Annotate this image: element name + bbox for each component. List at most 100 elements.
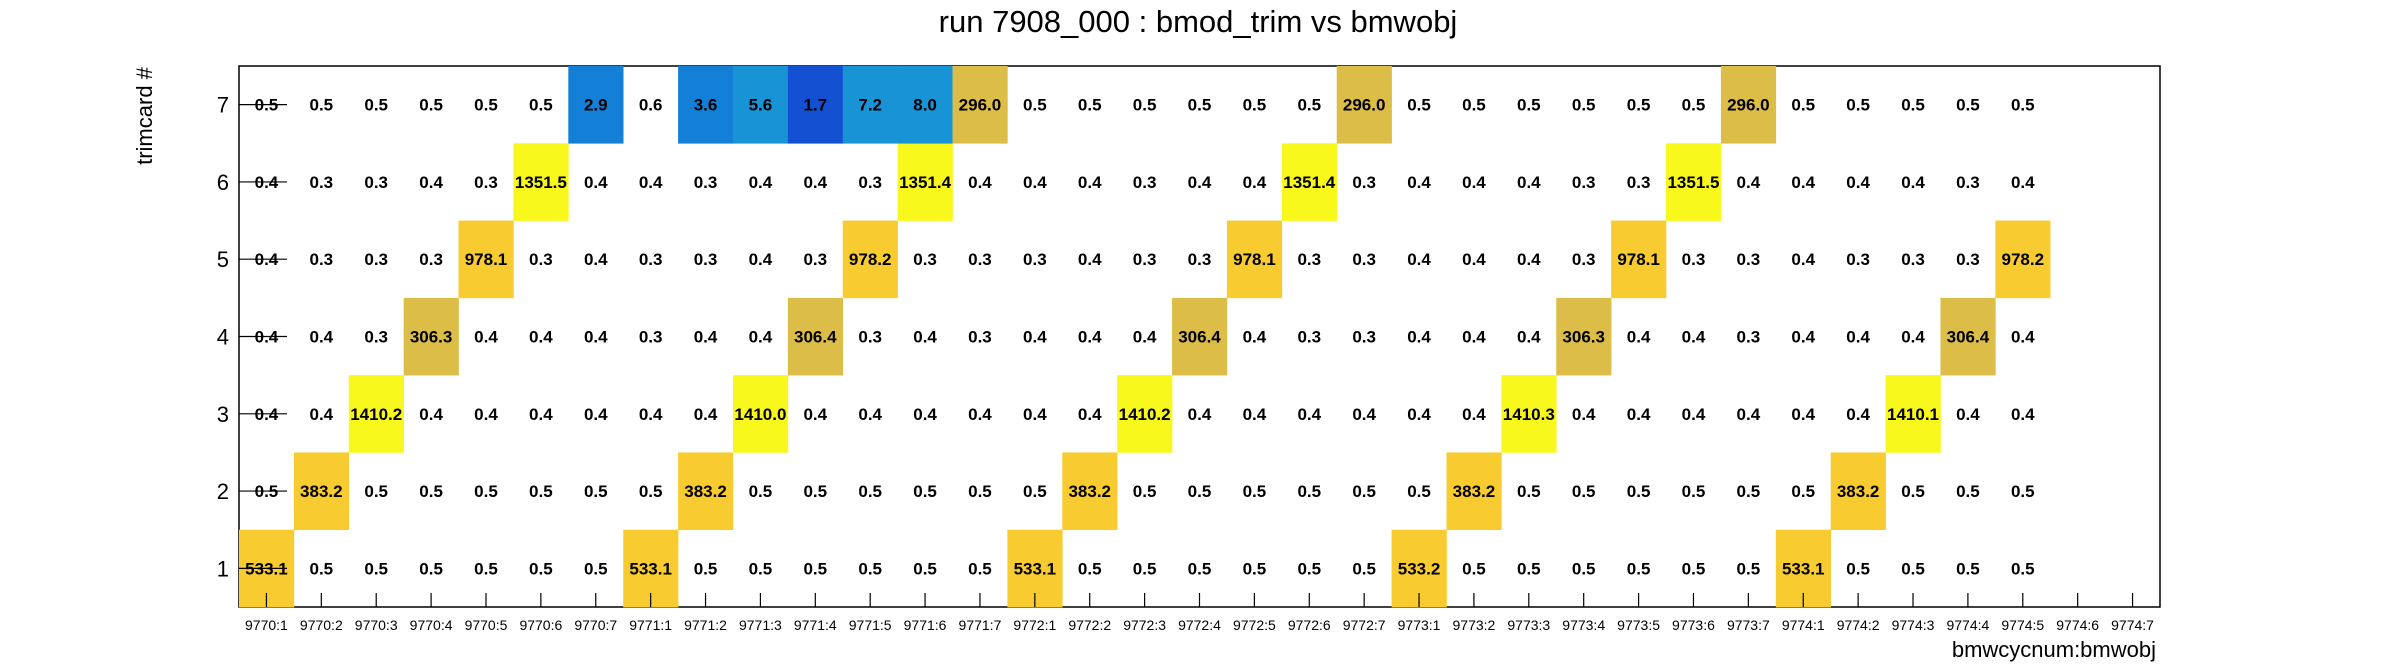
heatmap-cell (1666, 143, 1722, 221)
cell-value-label: 0.3 (1956, 250, 1980, 269)
cell-value-label: 306.4 (1947, 328, 1990, 347)
chart-title: run 7908_000 : bmod_trim vs bmwobj (939, 4, 1458, 39)
heatmap-cell (1501, 375, 1557, 453)
x-tick-label: 9774:4 (1946, 617, 1989, 633)
cell-value-label: 0.5 (1188, 96, 1212, 115)
cell-value-label: 0.5 (968, 559, 992, 578)
cell-value-label: 0.4 (694, 328, 718, 347)
cell-value-label: 0.4 (1791, 405, 1815, 424)
cell-value-label: 0.5 (1846, 559, 1870, 578)
cell-value-label: 0.3 (694, 173, 718, 192)
cell-value-label: 0.5 (1407, 96, 1431, 115)
x-axis-ticks: 9770:1 9770:2 9770:3 9770:4 9770:5 9770:6 9770… (245, 593, 2154, 633)
heatmap-cell (1720, 66, 1777, 144)
cell-value-label: 0.4 (310, 328, 334, 347)
cell-value-label: 0.5 (749, 482, 773, 501)
x-tick-label: 9772:3 (1123, 617, 1166, 633)
cell-value-label: 0.4 (968, 173, 992, 192)
heatmap-cell (1830, 452, 1886, 531)
cell-value-label: 0.4 (1901, 173, 1925, 192)
cell-value-label: 0.5 (1243, 559, 1267, 578)
x-tick-label: 9774:6 (2056, 617, 2099, 633)
heatmap-cell (1995, 220, 2051, 299)
cell-value-label: 0.4 (1462, 250, 1486, 269)
cell-value-label: 0.5 (1956, 482, 1980, 501)
heatmap-cell (1336, 66, 1392, 144)
x-tick-label: 9771:4 (794, 617, 837, 633)
x-tick-label: 9773:7 (1727, 617, 1770, 633)
heatmap-cell (1226, 220, 1283, 299)
heatmap-cell (1172, 297, 1228, 376)
cell-value-label: 0.4 (1078, 173, 1102, 192)
y-tick-label: 4 (217, 325, 229, 350)
cell-value-label: 0.5 (1407, 482, 1431, 501)
x-tick-label: 9772:5 (1233, 617, 1276, 633)
heatmap-cell (1117, 375, 1173, 453)
cell-value-label: 0.3 (419, 250, 443, 269)
cell-value-label: 0.5 (1572, 96, 1596, 115)
cell-value-label: 1351.4 (899, 173, 952, 192)
cell-value-label: 533.1 (1014, 559, 1057, 578)
cell-value-label: 0.5 (1462, 96, 1486, 115)
cell-value-label: 0.4 (694, 405, 718, 424)
cell-value-label: 0.5 (419, 482, 443, 501)
cell-value-label: 0.4 (474, 328, 498, 347)
cell-value-label: 978.1 (1617, 250, 1660, 269)
x-tick-label: 9772:7 (1343, 617, 1386, 633)
cell-value-label: 0.5 (474, 96, 498, 115)
cell-value-label: 0.3 (1572, 250, 1596, 269)
cell-value-label: 0.4 (1407, 328, 1431, 347)
cell-value-label: 0.4 (749, 328, 773, 347)
cell-value-label: 1410.1 (1887, 405, 1939, 424)
cell-value-label: 0.4 (419, 173, 443, 192)
cell-value-label: 0.5 (1737, 559, 1761, 578)
cell-value-label: 0.3 (310, 173, 334, 192)
cell-value-label: 306.4 (794, 328, 837, 347)
cell-value-label: 0.5 (1846, 96, 1870, 115)
cell-value-label: 0.4 (584, 250, 608, 269)
heatmap-cell (678, 452, 734, 531)
x-tick-label: 9771:1 (629, 617, 672, 633)
cell-value-label: 0.5 (419, 559, 443, 578)
cell-value-label: 0.5 (858, 559, 882, 578)
cell-value-label: 0.4 (1462, 405, 1486, 424)
heatmap-cell (1940, 297, 1996, 376)
cell-value-label: 533.1 (629, 559, 672, 578)
cell-value-label: 0.5 (1572, 559, 1596, 578)
x-tick-label: 9770:2 (300, 617, 343, 633)
cell-value-label: 0.5 (2011, 482, 2035, 501)
x-tick-label: 9771:6 (904, 617, 947, 633)
cell-value-label: 0.4 (1517, 250, 1541, 269)
heatmap-cell (513, 143, 569, 221)
cell-value-label: 0.5 (1517, 559, 1541, 578)
cell-value-label: 0.4 (419, 405, 443, 424)
cell-value-label: 0.5 (474, 559, 498, 578)
heatmap-cell (787, 66, 844, 144)
cell-value-label: 978.2 (849, 250, 892, 269)
heatmap-cell (293, 452, 350, 531)
cell-value-label: 533.1 (1782, 559, 1825, 578)
cell-value-label: 0.4 (1517, 328, 1541, 347)
cell-value-label: 383.2 (1837, 482, 1880, 501)
cell-value-label: 296.0 (959, 96, 1002, 115)
cell-value-label: 0.5 (1352, 482, 1376, 501)
heatmap-cell (842, 66, 898, 144)
heatmap-cell (732, 375, 789, 453)
cell-value-label: 0.5 (474, 482, 498, 501)
cell-value-label: 0.3 (639, 328, 663, 347)
x-tick-label: 9772:1 (1013, 617, 1056, 633)
cell-value-label: 0.5 (1133, 482, 1157, 501)
cell-value-label: 0.4 (1188, 173, 1212, 192)
x-tick-label: 9771:7 (959, 617, 1002, 633)
cell-value-label: 0.5 (364, 482, 388, 501)
cell-value-label: 978.1 (1233, 250, 1276, 269)
y-tick-label: 3 (217, 402, 229, 427)
x-tick-label: 9772:2 (1068, 617, 1111, 633)
cell-value-label: 0.5 (1133, 559, 1157, 578)
cell-value-label: 0.5 (1517, 482, 1541, 501)
cell-value-label: 0.3 (364, 250, 388, 269)
cell-value-label: 0.4 (2011, 405, 2035, 424)
cell-value-label: 0.5 (584, 482, 608, 501)
heatmap-cell (1446, 452, 1502, 531)
cell-value-label: 0.3 (1737, 250, 1761, 269)
